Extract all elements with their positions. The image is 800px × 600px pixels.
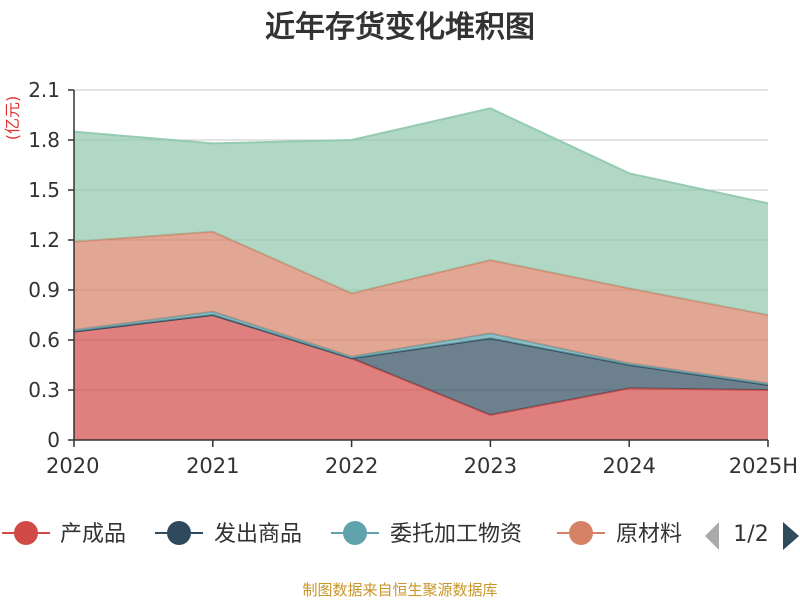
stacked-areas (73, 107, 769, 440)
y-tick-label: 1.5 (28, 178, 60, 202)
y-tick-label: 1.8 (28, 128, 60, 152)
legend-next-arrow-icon[interactable] (783, 522, 799, 550)
legend-label-0: 产成品 (60, 522, 126, 547)
y-tick-label: 2.1 (28, 78, 60, 102)
y-tick-label: 0 (47, 428, 60, 452)
legend-item-raw-materials[interactable]: 原材料 (557, 521, 682, 547)
legend-marker-3 (569, 521, 593, 545)
y-axis-unit: (亿元) (3, 96, 22, 141)
area-series-1 (74, 315, 768, 415)
legend-pager: 1/2 (705, 522, 799, 550)
area-series-0 (74, 315, 768, 440)
y-tick-label: 0.6 (28, 328, 60, 352)
legend-prev-arrow-icon[interactable] (705, 522, 719, 550)
area-series-3 (74, 231, 768, 384)
legend-marker-1 (167, 521, 191, 545)
area-series-4 (74, 108, 768, 315)
chart-title: 近年存货变化堆积图 (265, 10, 535, 45)
x-tick-label: 2021 (186, 454, 239, 478)
legend-item-goods-shipped[interactable]: 发出商品 (155, 521, 302, 547)
data-source-note: 制图数据来自恒生聚源数据库 (302, 581, 497, 599)
y-tick-label: 0.9 (28, 278, 60, 302)
legend-item-finished-goods[interactable]: 产成品 (2, 521, 126, 547)
legend-marker-0 (14, 521, 38, 545)
x-tick-label: 2025H (729, 454, 798, 478)
legend-label-2: 委托加工物资 (390, 522, 522, 547)
x-tick-label: 2023 (464, 454, 517, 478)
axes (68, 89, 769, 447)
y-tick-labels: 0 0.3 0.6 0.9 1.2 1.5 1.8 2.1 (28, 78, 60, 452)
legend-label-3: 原材料 (616, 522, 682, 547)
x-tick-label: 2024 (602, 454, 655, 478)
x-tick-label: 2020 (46, 454, 99, 478)
legend-item-consigned-processing[interactable]: 委托加工物资 (331, 521, 522, 547)
legend-marker-2 (343, 521, 367, 545)
legend-page-indicator: 1/2 (733, 522, 768, 547)
area-series-2 (74, 311, 768, 385)
y-tick-label: 1.2 (28, 228, 60, 252)
area-line-4 (73, 107, 769, 205)
y-tick-label: 0.3 (28, 378, 60, 402)
x-tick-labels: 2020 2021 2022 2023 2024 2025H (46, 454, 798, 478)
legend: 产成品 发出商品 委托加工物资 原材料 1/2 (2, 521, 799, 550)
legend-label-1: 发出商品 (214, 522, 302, 547)
x-tick-label: 2022 (325, 454, 378, 478)
